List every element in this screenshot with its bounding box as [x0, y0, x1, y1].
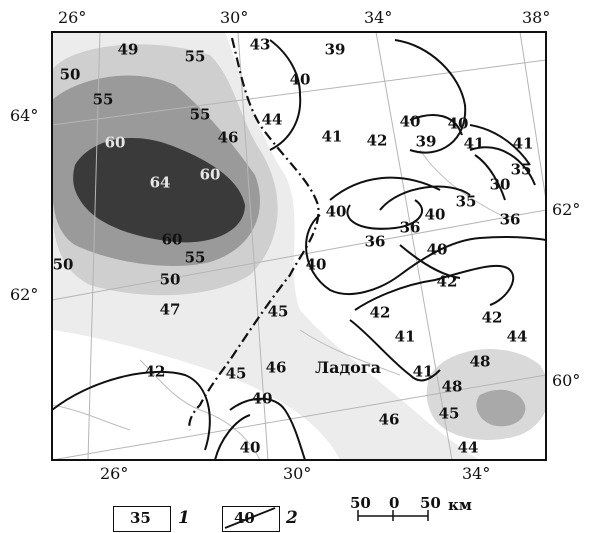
value-label: 46 [378, 410, 400, 429]
value-label: 42 [144, 362, 166, 381]
lon-label-34-top: 34° [364, 8, 393, 27]
value-label: 40 [447, 114, 469, 133]
value-label: 55 [184, 248, 206, 267]
value-label: 44 [261, 110, 283, 129]
scale-unit-label: км [448, 496, 472, 514]
lat-label-64-left: 64° [10, 106, 39, 125]
value-label: 40 [399, 112, 421, 131]
value-label: 42 [481, 308, 503, 327]
lon-label-34-bottom: 34° [462, 464, 491, 483]
lat-label-62-left: 62° [10, 285, 39, 304]
legend-isoline-index: 2 [286, 508, 298, 528]
value-label: 46 [265, 358, 287, 377]
lake-ladoga-label: Ладога [314, 358, 382, 377]
value-label: 50 [159, 270, 181, 289]
value-label: 44 [506, 327, 528, 346]
shading-level-lake-core [476, 389, 526, 427]
lon-label-26-top: 26° [58, 8, 87, 27]
value-label: 40 [325, 202, 347, 221]
lon-label-26-bottom: 26° [100, 464, 129, 483]
value-label: 55 [189, 105, 211, 124]
value-label: 60 [161, 230, 183, 249]
lat-label-62-right: 62° [552, 200, 581, 219]
value-label: 47 [159, 300, 181, 319]
value-label: 35 [455, 192, 477, 211]
value-label: 46 [217, 128, 239, 147]
value-label: 45 [267, 302, 289, 321]
value-label: 41 [412, 362, 434, 381]
legend-isoline-box [222, 506, 280, 532]
value-label: 42 [369, 303, 391, 322]
value-label: 39 [324, 40, 346, 59]
value-label: 48 [469, 352, 491, 371]
value-label: 40 [289, 70, 311, 89]
value-label: 36 [499, 210, 521, 229]
value-label: 42 [366, 131, 388, 150]
legend-isoline-value: 40 [234, 509, 255, 527]
shading-level-4 [73, 137, 245, 243]
value-label: 40 [424, 205, 446, 224]
value-label: 39 [415, 132, 437, 151]
legend-shading-index: 1 [178, 508, 190, 528]
lon-label-30-bottom: 30° [283, 464, 312, 483]
value-label: 50 [59, 65, 81, 84]
value-label: 35 [510, 160, 532, 179]
value-label: 60 [104, 133, 126, 152]
value-label: 42 [436, 272, 458, 291]
value-label: 45 [225, 364, 247, 383]
value-label: 41 [512, 134, 534, 153]
value-label: 45 [438, 404, 460, 423]
legend-shading-value: 35 [130, 509, 151, 527]
value-label: 41 [321, 127, 343, 146]
value-label: 40 [305, 255, 327, 274]
value-label: 36 [364, 232, 386, 251]
value-label: 36 [399, 218, 421, 237]
value-label: 49 [117, 40, 139, 59]
value-label: 40 [239, 438, 261, 457]
value-label: 50 [52, 255, 74, 274]
lon-label-38-top: 38° [522, 8, 551, 27]
value-label: 40 [251, 389, 273, 408]
value-label: 55 [184, 47, 206, 66]
legend-shading-box [113, 506, 171, 532]
scale-label-left: 50 [350, 494, 371, 512]
value-label: 43 [249, 35, 271, 54]
value-label: 60 [199, 165, 221, 184]
lat-label-60-right: 60° [552, 371, 581, 390]
value-label: 41 [463, 134, 485, 153]
value-label: 40 [426, 240, 448, 259]
scale-label-right: 50 [420, 494, 441, 512]
value-label: 48 [441, 377, 463, 396]
value-label: 44 [457, 438, 479, 457]
value-label: 64 [149, 173, 171, 192]
border-line [188, 37, 320, 431]
value-label: 30 [489, 175, 511, 194]
value-label: 55 [92, 90, 114, 109]
value-label: 41 [394, 327, 416, 346]
scale-label-mid: 0 [389, 494, 400, 512]
lon-label-30-top: 30° [220, 8, 249, 27]
